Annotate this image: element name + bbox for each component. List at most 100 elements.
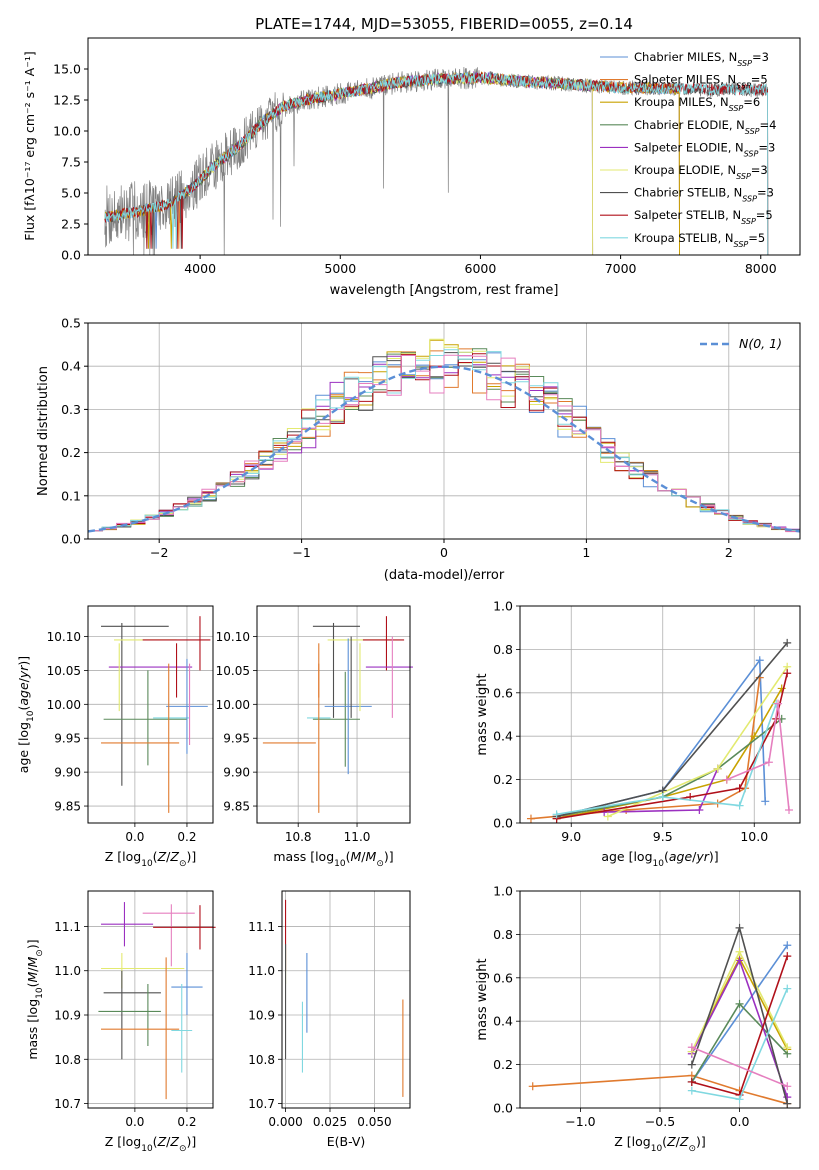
weight-z-panel-point-marker: [687, 1043, 696, 1052]
weight-z-panel-xlabel-part: Z: [679, 1134, 689, 1149]
legend-text: =4: [760, 118, 777, 132]
weight-z-panel-point-marker: [783, 941, 792, 950]
age-mass-panel-xlabel: mass [log10(M/M⊙)]: [273, 849, 393, 869]
legend-text: =3: [751, 163, 768, 177]
mass-ebv-panel-y-tick-label: 10.9: [248, 1009, 275, 1023]
legend-text: =5: [748, 231, 765, 245]
weight-age-panel-x-tick-label: 9.5: [653, 829, 673, 844]
legend-sub: SSP: [744, 149, 759, 158]
spectrum-model-line: [185, 71, 594, 256]
mass-z-panel-x-tick-label: 0.2: [177, 1115, 196, 1129]
age-z-panel-y-tick-label: 10.00: [47, 698, 81, 712]
spectrum-x-tick-label: 6000: [465, 261, 497, 276]
weight-age-panel-ylabel: mass weight: [475, 673, 490, 755]
spectrum-legend-label: Chabrier MILES, NSSP=3: [634, 50, 769, 68]
age-mass-panel-y-tick-label: 10.05: [216, 664, 250, 678]
weight-z-panel-point-marker: [735, 923, 744, 932]
age-mass-panel-y-tick-label: 10.00: [216, 698, 250, 712]
spectrum-panel: 4000 5000 6000 7000 8000 0.0 2.5 5.0 7.5 10.0 12.5…: [22, 37, 801, 298]
weight-age-panel-point-marker: [722, 775, 731, 784]
histogram-step-line: [88, 349, 800, 532]
spectrum-model-line: [104, 72, 680, 256]
weight-age-panel-point-marker: [764, 758, 773, 767]
age-z-panel-xlabel-part: ⊙: [179, 859, 187, 869]
spectrum-legend-label: Kroupa MILES, NSSP=6: [634, 95, 760, 113]
histogram-xlabel: (data-model)/error: [384, 568, 505, 583]
spectrum-legend-label: Salpeter STELIB, NSSP=5: [634, 208, 773, 226]
weight-z-panel-y-tick-label: 1.0: [493, 884, 513, 899]
weight-age-panel-point-marker: [735, 801, 744, 810]
weight-z-panel-x-tick-label: 0.0: [730, 1114, 750, 1129]
weight-age-panel-point-marker: [785, 805, 794, 814]
weight-age-panel-series-line: [556, 688, 783, 820]
histogram-y-tick-label: 0.0: [61, 532, 81, 547]
legend-text: Chabrier STELIB, N: [634, 186, 742, 200]
weight-z-panel-xlabel: Z [log10(Z/Z⊙)]: [614, 1134, 706, 1154]
age-z-panel-xlabel-part: )]: [186, 849, 196, 864]
histogram-panel: −2 −1 0 1 2 0.0 0.1 0.2 0.3 0.4 0.5 (data-model)/e…: [36, 316, 801, 583]
weight-age-panel-point-marker: [526, 814, 535, 823]
age-mass-panel-xlabel-part: M: [366, 849, 377, 864]
weight-z-panel-y-tick-label: 0.4: [493, 1014, 513, 1029]
spectrum-model-line: [185, 70, 594, 256]
weight-z-panel-point-marker: [735, 999, 744, 1008]
age-z-panel-y-tick-label: 9.90: [54, 766, 81, 780]
weight-z-panel-point-marker: [783, 1043, 792, 1052]
histogram-ticks: −2 −1 0 1 2 0.0 0.1 0.2 0.3 0.4 0.5: [61, 316, 733, 561]
mass-ebv-panel-frame: [281, 890, 411, 1109]
weight-age-panel-xlabel-part: age: [669, 849, 693, 864]
age-z-panel-ylabel-part: (: [16, 706, 31, 711]
histogram-x-tick-label: 0: [440, 545, 448, 560]
spectrum-model-line: [185, 72, 594, 256]
legend-text: =3: [758, 140, 775, 154]
histogram-gaussian-line: [87, 365, 801, 533]
age-z-panel-x-tick-label: 0.2: [177, 830, 196, 844]
legend-text: =3: [752, 50, 769, 64]
weight-age-panel-y-tick-label: 1.0: [493, 599, 513, 614]
legend-sub: SSP: [736, 81, 751, 90]
weight-z-panel-point-marker: [528, 1082, 537, 1091]
weight-age-panel-xlabel-part: yr: [695, 849, 709, 864]
spectrum-x-tick-label: 8000: [745, 261, 777, 276]
legend-text: Salpeter ELODIE, N: [634, 140, 744, 154]
weight-z-panel-point-marker: [735, 956, 744, 965]
age-z-panel-y-tick-label: 9.85: [54, 800, 81, 814]
mass-z-panel-ylabel-part: /: [25, 967, 40, 972]
legend-text: Kroupa ELODIE, N: [634, 163, 736, 177]
weight-age-panel-point-marker: [783, 638, 792, 647]
mass-z-panel-x-tick-label: 0.0: [125, 1115, 144, 1129]
weight-age-panel-xlabel-part: 10: [653, 859, 665, 869]
mass-ebv-panel-y-tick-label: 11.1: [248, 920, 275, 934]
age-mass-panel-xlabel-part: (: [346, 849, 351, 864]
mass-ebv-panel-x-tick-label: 0.000: [268, 1115, 302, 1129]
mass-z-panel-xlabel-part: 10: [141, 1144, 153, 1154]
figure-title: PLATE=1744, MJD=53055, FIBERID=0055, z=0…: [255, 15, 633, 33]
mass-z-panel-axis-group: 0.0 0.2 10.7 10.8 10.9 11.0 11.1: [54, 891, 213, 1129]
mass-z-panel-xlabel-part: Z: [157, 1134, 167, 1149]
mass-z-panel-ylabel-part: mass [log: [25, 999, 40, 1060]
mass-z-panel-y-tick-label: 11.1: [54, 920, 81, 934]
spectrum-y-tick-label: 2.5: [61, 217, 81, 232]
mass-z-panel-xlabel-part: ⊙: [179, 1144, 187, 1154]
weight-z-panel-y-tick-label: 0.0: [493, 1101, 513, 1116]
weight-z-panel-y-tick-label: 0.8: [493, 927, 513, 942]
weight-age-panel-x-tick-label: 10.0: [740, 829, 768, 844]
weight-age-panel-series-line: [556, 718, 783, 818]
weight-age-panel-point-marker: [695, 805, 704, 814]
weight-age-panel-point-marker: [761, 797, 770, 806]
age-mass-panel-xlabel-part: )]: [384, 849, 394, 864]
mass-z-panel-xlabel: Z [log10(Z/Z⊙)]: [105, 1134, 197, 1154]
age-mass-panel-xlabel-part: 10: [334, 859, 346, 869]
histogram-x-tick-label: 2: [725, 545, 733, 560]
weight-age-panel-y-tick-label: 0.4: [493, 729, 513, 744]
mass-z-panel-xlabel-part: Z: [169, 1134, 179, 1149]
age-z-panel-axis-group: 0.0 0.2 9.85 9.90 9.95 10.00 10.05 10.10: [47, 606, 213, 844]
age-mass-panel-xlabel-part: M: [351, 849, 362, 864]
mass-z-panel-frame: [87, 890, 214, 1109]
histogram-step-line: [88, 354, 800, 533]
histogram-lines: [87, 338, 801, 533]
weight-z-panel-point-marker: [687, 1060, 696, 1069]
spectrum-y-tick-label: 12.5: [53, 93, 81, 108]
